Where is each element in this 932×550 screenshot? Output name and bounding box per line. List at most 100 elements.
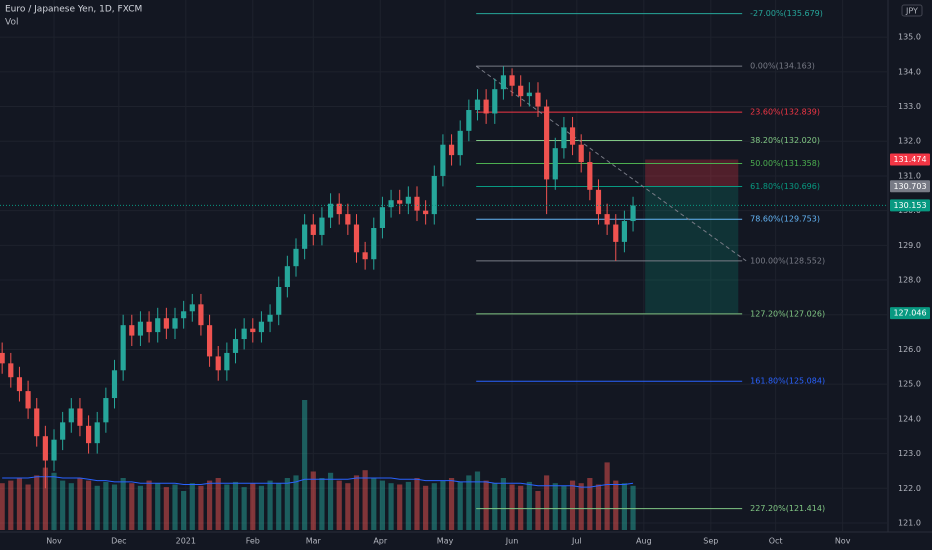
x-tick-label: Dec: [111, 537, 126, 546]
volume-bar: [293, 475, 299, 530]
candle-body: [457, 130, 463, 156]
volume-bar: [578, 483, 584, 530]
candle-body: [51, 439, 57, 461]
candle-body: [258, 321, 265, 333]
candle-body: [215, 356, 221, 371]
candle-body: [16, 377, 23, 392]
volume-bar: [267, 480, 273, 530]
volume-bar: [146, 480, 152, 530]
y-tick-label: 123.0: [898, 449, 921, 458]
candle-body: [85, 425, 92, 444]
candle-body: [189, 304, 195, 312]
volume-bar: [163, 487, 169, 530]
candle-body: [414, 196, 420, 211]
volume-bar: [51, 472, 57, 530]
currency-box[interactable]: [901, 4, 923, 17]
x-tick-label: Aug: [636, 537, 652, 546]
volume-bar: [16, 478, 23, 530]
y-tick-label: 124.0: [898, 414, 921, 423]
candle-body: [137, 321, 144, 336]
candle-body: [60, 422, 66, 440]
candle-body: [103, 398, 109, 423]
x-tick-label: Mar: [306, 537, 322, 546]
candle-body: [232, 339, 239, 353]
volume-bar: [258, 485, 265, 530]
volume-bar: [310, 471, 316, 530]
target-zone: [645, 186, 739, 314]
candle-body: [68, 408, 74, 423]
y-tick-label: 132.0: [898, 137, 921, 146]
candle-body: [293, 248, 299, 267]
x-tick-label: Jul: [571, 537, 582, 546]
candle-body: [492, 89, 498, 114]
fib-label: 78.60%(129.753): [750, 215, 820, 224]
candle-body: [302, 224, 308, 249]
volume-bar: [492, 483, 498, 530]
candle-body: [474, 99, 481, 111]
volume-bar: [397, 484, 403, 530]
candle-body: [155, 318, 161, 333]
volume-bar: [613, 480, 619, 530]
candle-body: [181, 311, 187, 319]
volume-bar: [137, 485, 144, 530]
volume-bar: [509, 484, 515, 530]
y-tick-label: 135.0: [898, 33, 921, 42]
volume-bar: [414, 478, 420, 530]
fib-label: -27.00%(135.679): [750, 9, 823, 18]
candle-body: [250, 328, 256, 333]
candle-body: [336, 203, 342, 215]
fib-label: 23.60%(132.839): [750, 108, 820, 117]
volume-ma: [2, 476, 634, 488]
volume-bar: [423, 485, 429, 530]
volume-bar: [552, 483, 558, 530]
candle-body: [129, 325, 135, 336]
currency-label[interactable]: JPY: [905, 7, 918, 16]
fib-label: 100.00%(128.552): [750, 256, 825, 265]
volume-bar: [587, 478, 593, 530]
candle-body: [613, 224, 619, 242]
candle-body: [224, 352, 230, 371]
volume-bar: [181, 491, 187, 530]
volume-bar: [362, 470, 368, 530]
fib-label: 61.80%(130.696): [750, 182, 820, 191]
candle-body: [595, 189, 602, 215]
candle-body: [206, 325, 213, 357]
price-tag-label: 130.703: [893, 182, 926, 191]
volume-bar: [129, 483, 135, 530]
volume-bar: [215, 478, 221, 530]
candle-body: [466, 110, 472, 131]
fib-label: 161.80%(125.084): [750, 377, 825, 386]
volume-bar: [353, 475, 360, 530]
volume-bar: [448, 478, 455, 530]
price-tag: [890, 180, 930, 193]
candle-body: [518, 85, 524, 97]
fib-label: 0.00%(134.163): [750, 62, 815, 71]
candle-body: [111, 370, 118, 399]
volume-bar: [0, 483, 5, 530]
candle-body: [0, 352, 5, 364]
candle-body: [163, 318, 169, 329]
x-tick-label: 2021: [176, 537, 196, 546]
volume-bar: [327, 472, 334, 530]
candle-body: [267, 314, 273, 322]
x-tick-label: Nov: [46, 537, 62, 546]
volume-bar: [60, 480, 66, 530]
volume-bar: [388, 483, 394, 530]
volume-bar: [621, 483, 628, 530]
volume-bar: [155, 483, 161, 530]
volume-bar: [189, 483, 195, 530]
candle-body: [34, 408, 40, 437]
volume-bar: [250, 483, 256, 530]
volume-bar: [276, 483, 282, 530]
volume-bar: [405, 481, 411, 530]
candle-body: [284, 266, 290, 287]
candle-body: [509, 75, 515, 86]
candle-body: [8, 363, 14, 378]
plot: [0, 0, 888, 532]
volume-bar: [535, 491, 541, 530]
candle-body: [587, 162, 593, 190]
x-tick-label: Feb: [246, 537, 260, 546]
candle-body: [440, 144, 446, 176]
